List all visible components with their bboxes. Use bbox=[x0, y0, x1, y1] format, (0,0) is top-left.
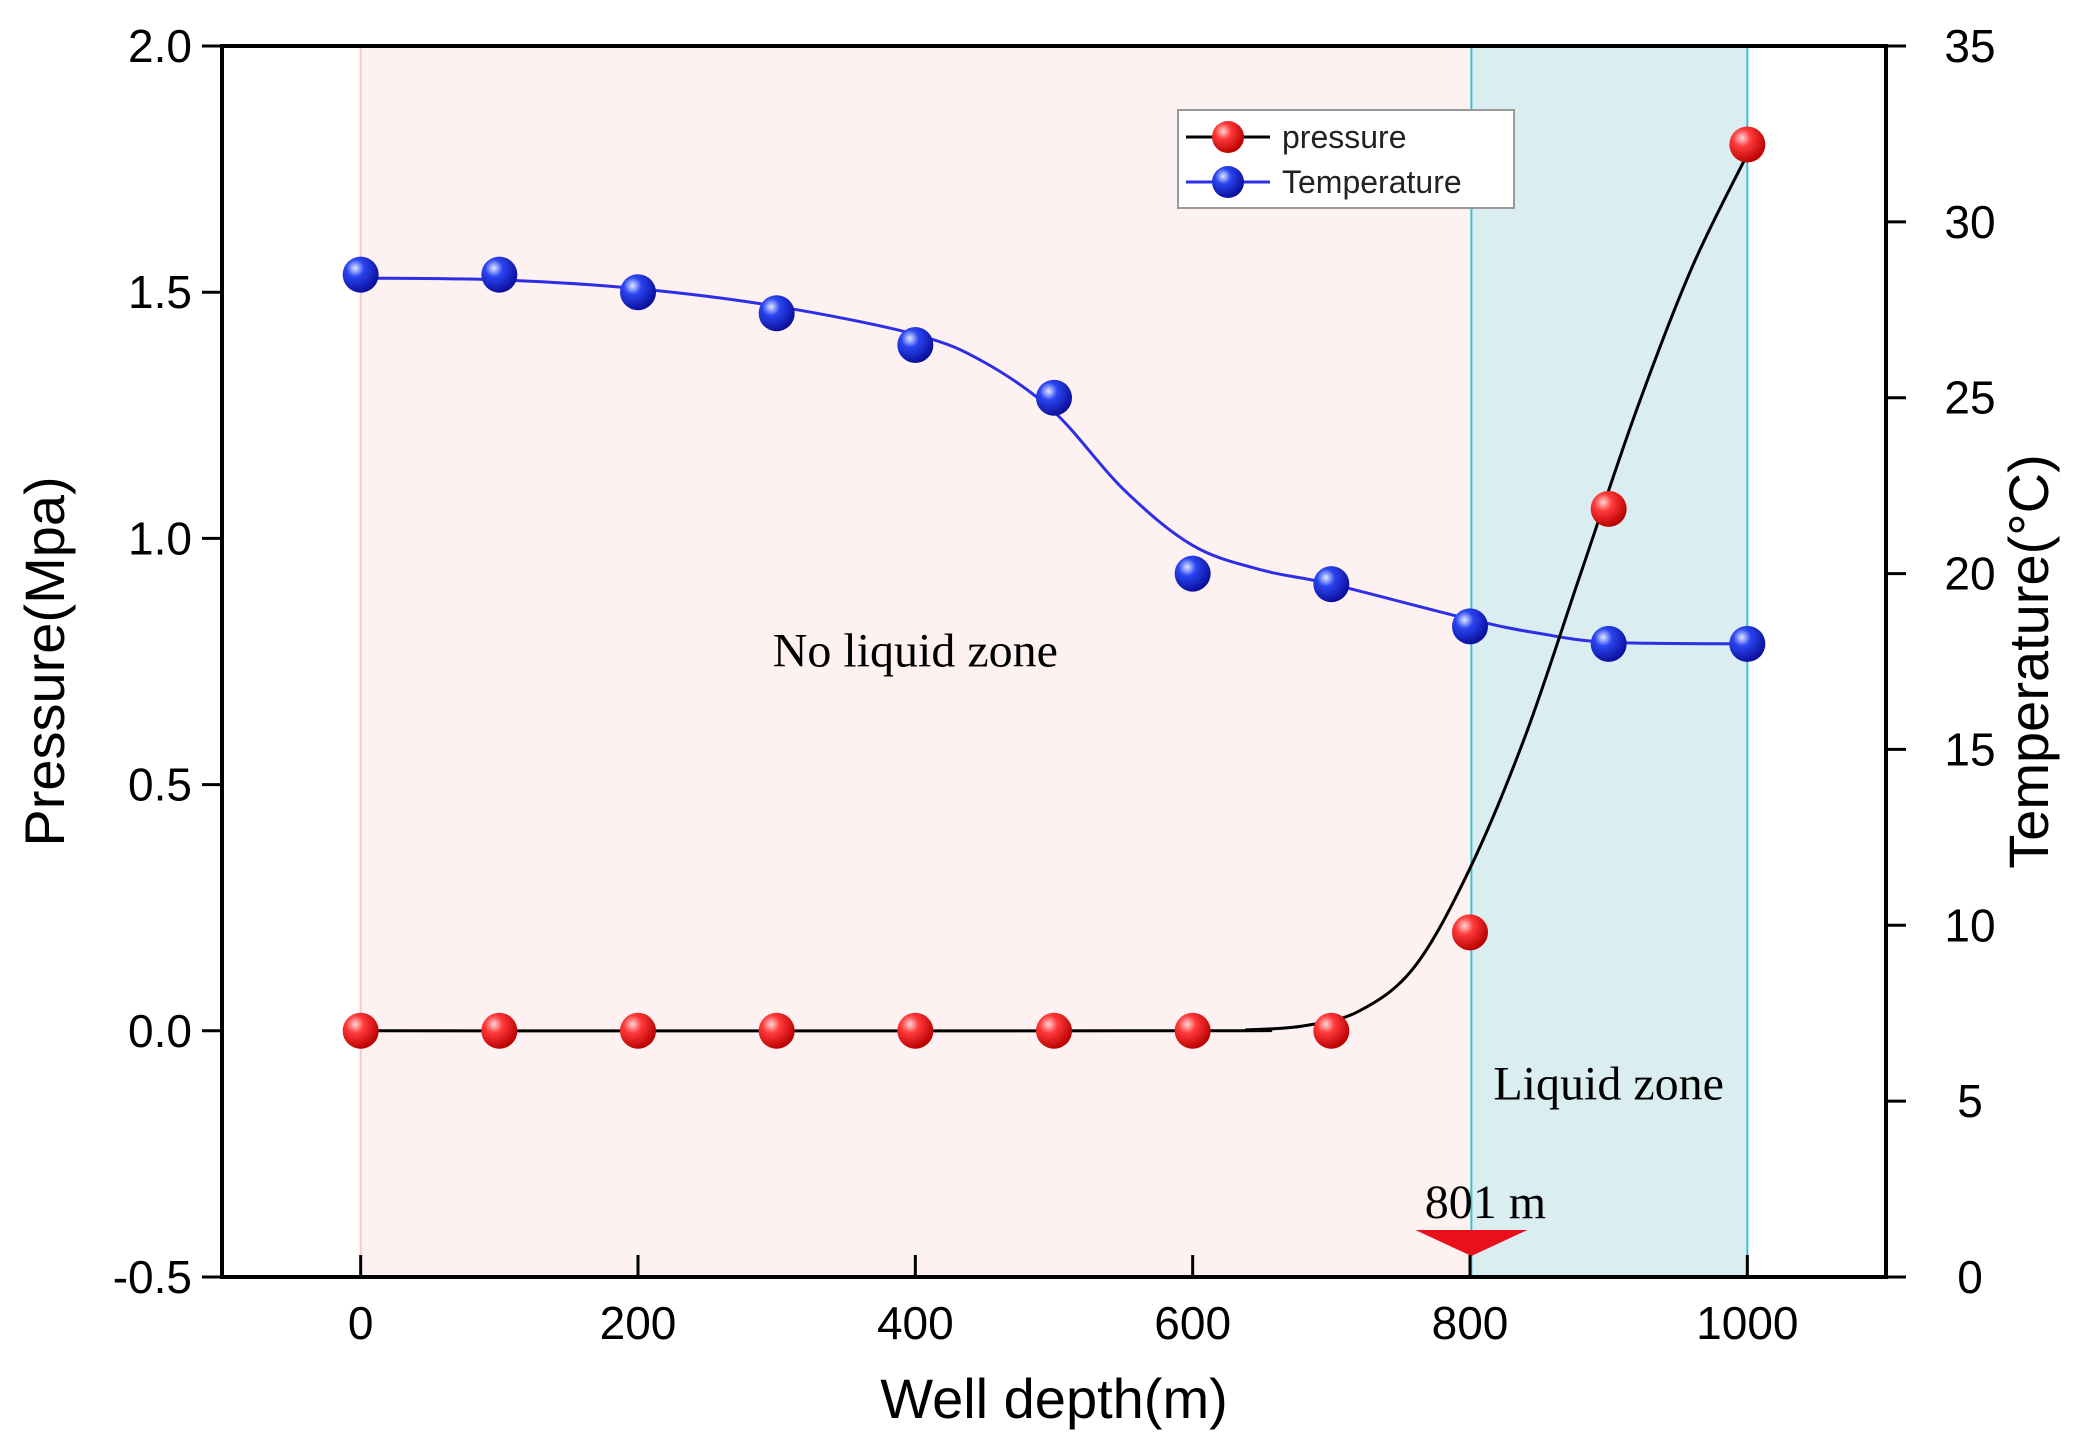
temperature-point bbox=[1313, 566, 1350, 603]
right-y-tick-label: 15 bbox=[1944, 723, 1995, 775]
left-y-tick-label: 1.0 bbox=[128, 512, 192, 564]
pressure-point bbox=[1174, 1012, 1211, 1049]
pressure-fit-line bbox=[360, 153, 1749, 1033]
right-y-tick-label: 5 bbox=[1957, 1075, 1983, 1127]
temperature-point bbox=[1174, 555, 1211, 592]
right-y-tick-label: 0 bbox=[1957, 1251, 1983, 1303]
temperature-point bbox=[1729, 625, 1766, 662]
temperature-point bbox=[758, 295, 795, 332]
right-y-tick-label: 10 bbox=[1944, 899, 1995, 951]
x-tick-label: 1000 bbox=[1696, 1297, 1798, 1349]
depth-marker-arrow-icon bbox=[1415, 1230, 1528, 1256]
x-axis-title: Well depth(m) bbox=[880, 1367, 1228, 1430]
pressure-point bbox=[1313, 1012, 1350, 1049]
pressure-point bbox=[897, 1012, 934, 1049]
x-tick-label: 600 bbox=[1154, 1297, 1231, 1349]
no-liquid-zone-label: No liquid zone bbox=[773, 624, 1058, 677]
left-y-axis-ticks: -0.5 0.0 0.5 1.0 1.5 2.0 bbox=[113, 20, 222, 1303]
legend-temperature-marker bbox=[1212, 166, 1244, 198]
pressure-point bbox=[758, 1012, 795, 1049]
legend: pressure Temperature bbox=[1177, 109, 1515, 209]
temperature-point bbox=[1452, 608, 1488, 645]
temperature-point bbox=[342, 256, 379, 293]
left-y-tick-label: -0.5 bbox=[113, 1251, 192, 1303]
pressure-point bbox=[620, 1012, 656, 1049]
right-y-tick-label: 30 bbox=[1944, 196, 1995, 248]
temperature-point bbox=[1590, 625, 1627, 662]
pressure-point bbox=[1729, 126, 1766, 163]
depth-annotation-label: 801 m bbox=[1425, 1176, 1546, 1229]
left-y-tick-label: 0.5 bbox=[128, 759, 192, 811]
x-tick-label: 200 bbox=[600, 1297, 677, 1349]
temperature-point bbox=[897, 326, 934, 363]
liquid-zone-label: Liquid zone bbox=[1493, 1058, 1724, 1111]
plot-frame bbox=[220, 44, 1888, 1279]
right-y-tick-label: 20 bbox=[1944, 548, 1995, 600]
right-y-axis-ticks: 0 5 10 15 20 25 30 35 bbox=[1886, 20, 1996, 1303]
left-y-tick-label: 1.5 bbox=[128, 266, 192, 318]
right-y-tick-label: 35 bbox=[1944, 20, 1995, 72]
pressure-markers bbox=[342, 126, 1766, 1049]
x-tick-label: 0 bbox=[348, 1297, 374, 1349]
left-y-axis-title: Pressure(Mpa) bbox=[13, 476, 76, 846]
x-tick-label: 400 bbox=[877, 1297, 954, 1349]
right-y-axis-title: Temperature(°C) bbox=[1997, 454, 2060, 869]
pressure-point bbox=[481, 1012, 518, 1049]
pressure-point bbox=[1452, 914, 1488, 951]
temperature-point bbox=[620, 274, 656, 311]
pressure-point bbox=[1036, 1012, 1072, 1049]
temperature-markers bbox=[342, 256, 1766, 662]
right-y-tick-label: 25 bbox=[1944, 372, 1995, 424]
legend-pressure-marker bbox=[1212, 121, 1244, 153]
x-tick-label: 800 bbox=[1432, 1297, 1509, 1349]
left-y-tick-label: 0.0 bbox=[128, 1005, 192, 1057]
left-y-tick-label: 2.0 bbox=[128, 20, 192, 72]
legend-pressure-label: pressure bbox=[1282, 119, 1407, 155]
pressure-point bbox=[1590, 490, 1627, 527]
no-liquid-zone-band bbox=[360, 46, 1472, 1277]
legend-temperature-label: Temperature bbox=[1282, 164, 1462, 200]
x-axis-ticks: 0 200 400 600 800 1000 bbox=[348, 1255, 1799, 1349]
pressure-point bbox=[342, 1012, 379, 1049]
temperature-point bbox=[1036, 379, 1072, 416]
temperature-point bbox=[481, 256, 518, 293]
